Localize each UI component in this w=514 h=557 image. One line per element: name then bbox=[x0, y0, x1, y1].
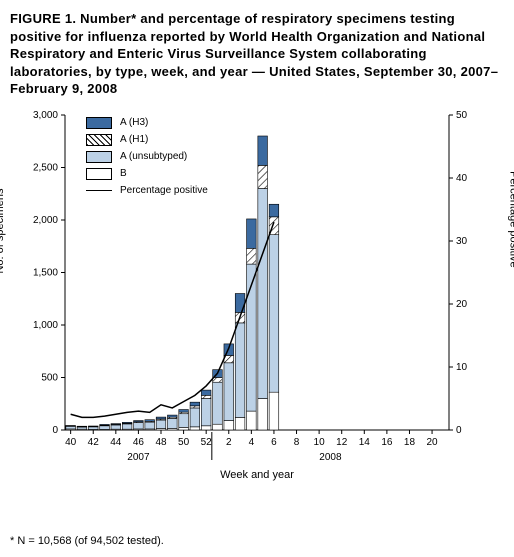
svg-text:20: 20 bbox=[426, 437, 438, 448]
svg-text:1,500: 1,500 bbox=[33, 267, 58, 278]
y-axis-left-label: No. of specimens bbox=[0, 188, 6, 273]
svg-text:48: 48 bbox=[155, 437, 167, 448]
legend: A (H3) A (H1) A (unsubtyped) B Percentage po… bbox=[86, 116, 208, 201]
legend-label: A (H1) bbox=[120, 134, 148, 145]
svg-text:18: 18 bbox=[404, 437, 416, 448]
legend-label: A (unsubtyped) bbox=[120, 151, 187, 162]
svg-text:6: 6 bbox=[271, 437, 277, 448]
legend-item-a_h3: A (H3) bbox=[86, 116, 208, 130]
svg-text:2008: 2008 bbox=[319, 452, 342, 463]
svg-text:10: 10 bbox=[456, 362, 468, 373]
svg-text:10: 10 bbox=[314, 437, 326, 448]
legend-swatch-a_unsubtyped bbox=[86, 151, 112, 163]
legend-swatch-a_h3 bbox=[86, 117, 112, 129]
y-axis-right-label: Percentage positive bbox=[508, 171, 514, 268]
svg-text:4: 4 bbox=[249, 437, 255, 448]
svg-text:46: 46 bbox=[133, 437, 145, 448]
legend-label: B bbox=[120, 168, 127, 179]
legend-label: Percentage positive bbox=[120, 185, 208, 196]
footnote: * N = 10,568 (of 94,502 tested). bbox=[10, 535, 504, 547]
figure-title: FIGURE 1. Number* and percentage of resp… bbox=[10, 10, 504, 98]
legend-item-line: Percentage positive bbox=[86, 184, 208, 198]
svg-text:14: 14 bbox=[359, 437, 371, 448]
svg-text:2: 2 bbox=[226, 437, 232, 448]
legend-label: A (H3) bbox=[120, 117, 148, 128]
svg-text:12: 12 bbox=[336, 437, 348, 448]
svg-text:40: 40 bbox=[65, 437, 77, 448]
svg-text:2007: 2007 bbox=[127, 452, 150, 463]
legend-item-a_unsubtyped: A (unsubtyped) bbox=[86, 150, 208, 164]
svg-text:Week and year: Week and year bbox=[220, 469, 294, 481]
svg-text:52: 52 bbox=[201, 437, 213, 448]
legend-swatch-b bbox=[86, 168, 112, 180]
svg-text:50: 50 bbox=[456, 110, 468, 121]
legend-line-swatch bbox=[86, 190, 112, 191]
legend-item-a_h1: A (H1) bbox=[86, 133, 208, 147]
svg-text:0: 0 bbox=[52, 425, 58, 436]
svg-text:20: 20 bbox=[456, 299, 468, 310]
svg-text:44: 44 bbox=[110, 437, 122, 448]
svg-text:1,000: 1,000 bbox=[33, 320, 58, 331]
legend-item-b: B bbox=[86, 167, 208, 181]
svg-text:16: 16 bbox=[381, 437, 393, 448]
svg-text:2,000: 2,000 bbox=[33, 215, 58, 226]
svg-text:2,500: 2,500 bbox=[33, 162, 58, 173]
svg-text:50: 50 bbox=[178, 437, 190, 448]
svg-text:500: 500 bbox=[41, 372, 58, 383]
chart: 0 500 1,000 1,500 2,000 2,500 3,000 0 10 20 30 40 50… bbox=[10, 110, 504, 510]
svg-text:3,000: 3,000 bbox=[33, 110, 58, 121]
legend-swatch-a_h1 bbox=[86, 134, 112, 146]
chart-svg: 0 500 1,000 1,500 2,000 2,500 3,000 0 10 20 30 40 50… bbox=[10, 110, 504, 510]
svg-text:8: 8 bbox=[294, 437, 300, 448]
svg-text:40: 40 bbox=[456, 173, 468, 184]
svg-text:30: 30 bbox=[456, 236, 468, 247]
svg-text:42: 42 bbox=[88, 437, 100, 448]
svg-text:0: 0 bbox=[456, 425, 462, 436]
